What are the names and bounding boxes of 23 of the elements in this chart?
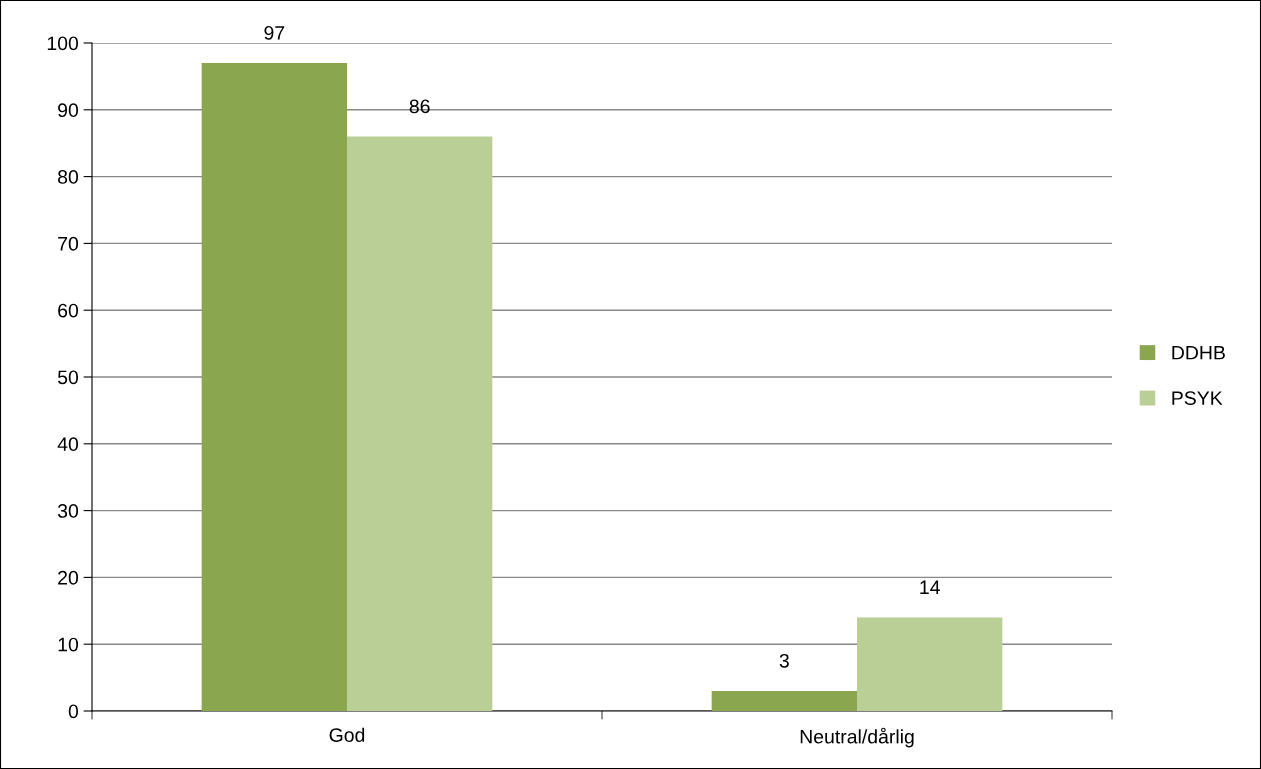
data-label: 86 <box>409 99 430 114</box>
bar <box>347 136 493 711</box>
bar <box>201 63 347 711</box>
y-tick-label: 10 <box>58 637 79 652</box>
y-tick-label: 40 <box>57 437 79 452</box>
data-label: 3 <box>779 653 789 668</box>
y-tick-label: 0 <box>68 704 79 719</box>
x-tick-label: God <box>329 727 365 742</box>
data-label: 97 <box>264 25 285 40</box>
bar <box>857 617 1003 711</box>
legend-label: PSYK <box>1172 391 1223 405</box>
legend-label: DDHB <box>1172 345 1225 360</box>
y-tick-label: 20 <box>58 570 79 585</box>
y-tick-label: 30 <box>57 504 79 518</box>
y-tick-label: 70 <box>58 236 79 251</box>
y-tick-label: 90 <box>58 103 79 118</box>
data-label: 14 <box>920 580 940 594</box>
x-tick-label: Neutral/dårlig <box>800 727 914 748</box>
bar <box>711 690 857 711</box>
y-tick-label: 80 <box>58 170 79 184</box>
y-tick-label: 100 <box>47 36 79 51</box>
y-tick-label: 50 <box>57 370 79 385</box>
y-tick-label: 60 <box>58 303 79 318</box>
